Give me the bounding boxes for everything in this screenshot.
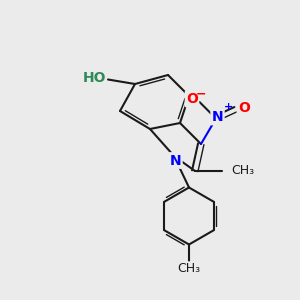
Text: O: O <box>186 92 198 106</box>
Text: CH₃: CH₃ <box>177 262 201 275</box>
Text: N: N <box>212 110 223 124</box>
Text: +: + <box>224 102 233 112</box>
Text: O: O <box>238 101 250 115</box>
Text: N: N <box>170 154 181 167</box>
Text: CH₃: CH₃ <box>231 164 254 178</box>
Text: HO: HO <box>83 71 106 85</box>
Text: −: − <box>196 87 206 100</box>
